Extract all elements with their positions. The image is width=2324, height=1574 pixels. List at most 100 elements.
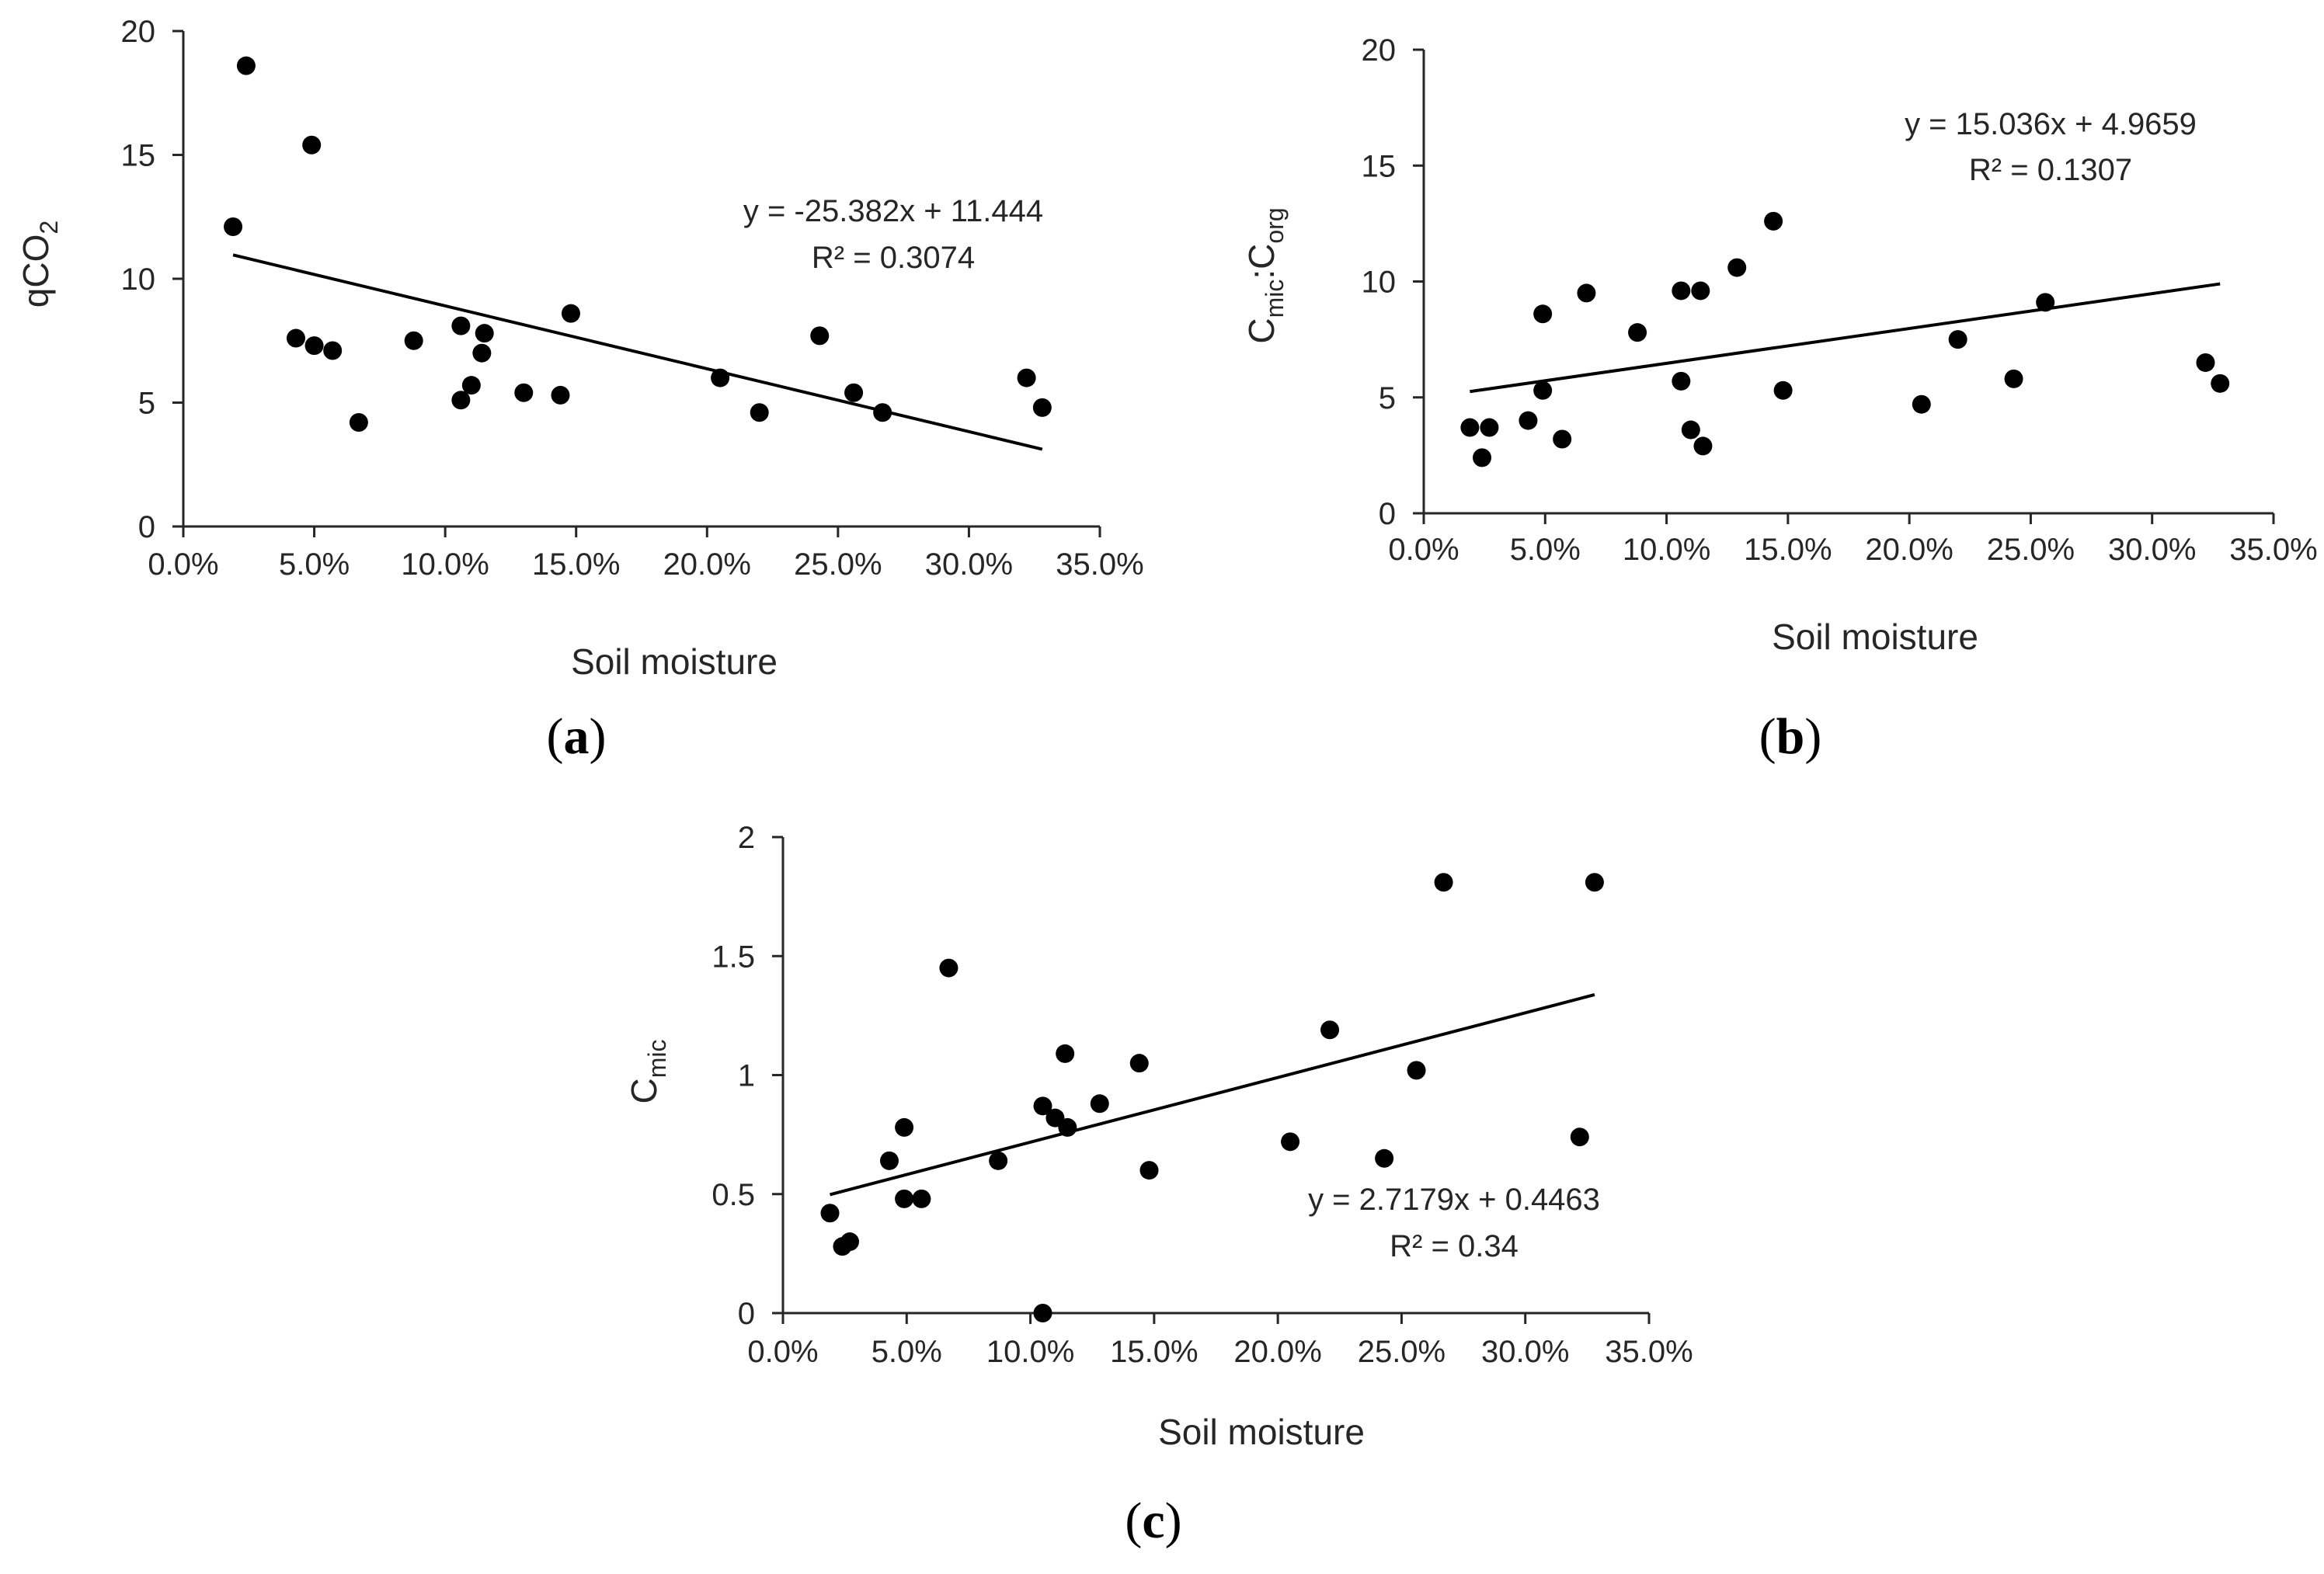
x-tick-label: 25.0% xyxy=(1987,533,2075,567)
x-tick-label: 35.0% xyxy=(1056,547,1143,582)
x-tick-label: 10.0% xyxy=(401,547,489,582)
data-point xyxy=(349,413,368,433)
x-tick-label: 15.0% xyxy=(1744,533,1832,567)
data-point xyxy=(1139,1161,1159,1180)
data-point xyxy=(873,403,892,422)
data-point xyxy=(1320,1020,1340,1040)
panel-label: (a) xyxy=(547,708,607,765)
x-tick-label: 35.0% xyxy=(2229,533,2317,567)
y-tick-label: 1.5 xyxy=(711,940,755,974)
x-tick-label: 5.0% xyxy=(872,1335,942,1369)
data-point xyxy=(1519,411,1538,430)
x-tick-label: 20.0% xyxy=(1233,1335,1321,1369)
data-point xyxy=(810,326,830,346)
data-point xyxy=(750,403,769,422)
x-axis-title: Soil moisture xyxy=(571,641,778,682)
x-tick-label: 10.0% xyxy=(1623,533,1710,567)
y-tick-label: 15 xyxy=(1362,149,1397,183)
y-tick-label: 20 xyxy=(121,15,156,49)
x-tick-label: 35.0% xyxy=(1605,1335,1693,1369)
x-tick-label: 15.0% xyxy=(1110,1335,1198,1369)
data-point xyxy=(1533,304,1553,324)
y-tick-label: 10 xyxy=(1362,266,1397,300)
trendline xyxy=(830,993,1595,1197)
data-point xyxy=(1691,281,1710,301)
data-point xyxy=(1460,418,1480,437)
y-tick-label: 0 xyxy=(1379,497,1396,531)
data-point xyxy=(820,1204,840,1223)
data-point xyxy=(1017,368,1036,387)
data-point xyxy=(514,383,534,402)
data-point xyxy=(236,56,256,75)
data-point xyxy=(224,217,243,237)
y-tick-label: 2 xyxy=(738,821,755,855)
x-tick-label: 25.0% xyxy=(1358,1335,1446,1369)
chart-panel-a: 0 5 10 15 20 0.0% 5.0% 10.0% 15.0% 20.0% 25.0% 30.0… xyxy=(16,15,1144,765)
x-tick-label: 15.0% xyxy=(532,547,620,582)
data-point xyxy=(475,324,494,343)
trendline-equation: y = 15.036x + 4.9659 xyxy=(1905,107,2197,141)
trendline-equation: y = -25.382x + 11.444 xyxy=(743,194,1043,228)
data-point xyxy=(472,343,492,363)
y-axis-title: Cmic xyxy=(624,1040,671,1104)
data-point xyxy=(286,328,305,348)
r-squared-label: R² = 0.34 xyxy=(1390,1229,1519,1263)
data-point xyxy=(1033,1096,1052,1116)
x-axis-title: Soil moisture xyxy=(1158,1412,1365,1452)
x-tick-label: 20.0% xyxy=(663,547,751,582)
data-point xyxy=(323,341,343,360)
y-axis-title: Cmic:Corg xyxy=(1241,207,1289,343)
data-point xyxy=(461,376,481,395)
data-point xyxy=(844,383,864,402)
y-tick-label: 0 xyxy=(738,1297,755,1331)
x-tick-label: 5.0% xyxy=(279,547,350,582)
y-tick-label: 1 xyxy=(738,1059,755,1093)
x-tick-label: 5.0% xyxy=(1510,533,1581,567)
data-point xyxy=(1912,394,1931,414)
data-point xyxy=(2196,353,2215,372)
trendline-equation: y = 2.7179x + 0.4463 xyxy=(1308,1183,1600,1217)
y-tick-label: 5 xyxy=(138,387,155,421)
x-tick-label: 25.0% xyxy=(794,547,882,582)
x-tick-label: 0.0% xyxy=(148,547,218,582)
data-point xyxy=(895,1189,914,1208)
trendline xyxy=(232,253,1043,451)
y-tick-label: 10 xyxy=(121,262,156,297)
data-point xyxy=(451,391,471,410)
data-point xyxy=(1764,211,1783,231)
data-point xyxy=(1032,398,1052,417)
data-point xyxy=(1672,371,1691,391)
x-tick-label: 20.0% xyxy=(1865,533,1953,567)
y-tick-label: 5 xyxy=(1379,381,1396,415)
data-point xyxy=(1434,873,1453,892)
x-axis-title: Soil moisture xyxy=(1772,617,1978,657)
data-point xyxy=(1672,281,1691,301)
data-point xyxy=(1553,429,1572,449)
data-point xyxy=(551,385,570,405)
x-tick-label: 30.0% xyxy=(2108,533,2196,567)
data-point xyxy=(1129,1054,1149,1073)
data-point xyxy=(939,958,958,978)
chart-panel-c: 00.511.520.0% 5.0% 10.0% 15.0% 20.0% 25.0% 30.… xyxy=(624,821,1693,1549)
data-point xyxy=(1407,1061,1426,1080)
data-point xyxy=(989,1151,1008,1170)
data-point xyxy=(912,1189,931,1208)
trendline xyxy=(1470,282,2221,394)
data-point xyxy=(304,336,324,356)
data-point xyxy=(1056,1044,1075,1063)
data-point xyxy=(2004,369,2023,388)
chart-panel-b: 0 5 10 15 20 0.0% 5.0% 10.0% 15.0% 20.0% 25.0% 30.0… xyxy=(1241,33,2318,765)
y-tick-label: 15 xyxy=(121,139,156,173)
data-point xyxy=(879,1151,899,1170)
panel-label: (b) xyxy=(1759,708,1822,765)
x-tick-label: 10.0% xyxy=(986,1335,1074,1369)
data-point xyxy=(1693,436,1713,456)
panel-label: (c) xyxy=(1125,1492,1181,1549)
data-point xyxy=(561,304,580,323)
r-squared-label: R² = 0.1307 xyxy=(1969,153,2132,187)
data-point xyxy=(1727,258,1747,277)
y-tick-label: 0 xyxy=(138,510,155,544)
data-point xyxy=(1473,448,1492,467)
data-point xyxy=(895,1117,914,1137)
